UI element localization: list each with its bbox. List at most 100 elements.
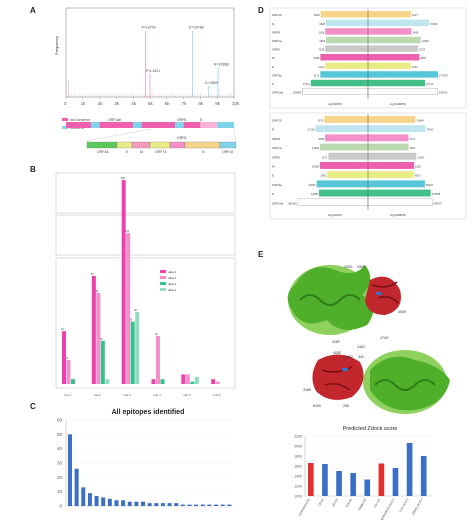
- protein-complex-2: [312, 350, 450, 414]
- bar-left: [320, 143, 368, 151]
- res-label-2: 430S: [357, 265, 366, 269]
- y-tick-label: 1800: [294, 455, 302, 459]
- category-label: Cat 6: [213, 393, 221, 397]
- epitope-bar: [200, 504, 205, 506]
- x-tick-label: 10k: [232, 101, 240, 106]
- right-value: 8010: [415, 174, 421, 178]
- left-value: 1818: [319, 39, 325, 43]
- panel-d-label: D: [258, 6, 264, 15]
- bar-right: [368, 28, 412, 35]
- epitope-bar: [101, 497, 106, 506]
- epitope-bar: [121, 500, 126, 506]
- genome-segment: [133, 122, 142, 128]
- res-label-12: 5190: [313, 404, 321, 408]
- res-label-9: 3462: [345, 355, 353, 359]
- bar-data-2: [156, 336, 160, 384]
- epitope-bar: [220, 504, 225, 506]
- y-tick-label: 1200: [294, 485, 302, 489]
- x-tick-label: 2k: [98, 101, 104, 106]
- right-value: 207608: [432, 192, 441, 196]
- left-value: 27711: [303, 82, 311, 86]
- row-label: ORF7a: [272, 146, 282, 150]
- bar-value: 110: [125, 230, 130, 233]
- bar-left: [302, 88, 369, 96]
- bar-data-2: [126, 233, 131, 384]
- res-label-3: 400E: [398, 310, 407, 314]
- category-label: Cat 4: [154, 393, 162, 397]
- bar-data-1: [211, 379, 216, 384]
- row-label: E: [272, 65, 274, 69]
- epitope-bar: [160, 503, 165, 506]
- y-tick-label: 10: [57, 489, 63, 494]
- right-value: 2821: [410, 146, 416, 150]
- row-label: ORF8: [272, 137, 280, 141]
- bar-right: [367, 88, 438, 96]
- right-value: 2150: [412, 65, 418, 69]
- res-label-1: 329G: [344, 265, 353, 269]
- bar-right: [368, 134, 409, 142]
- res-label-10: 318K: [303, 388, 312, 392]
- zdock-bar: [364, 479, 371, 496]
- panel-a-ylabel: Frequency: [54, 36, 59, 55]
- epitope-bar: [68, 434, 72, 506]
- legend-swatch: [160, 288, 166, 291]
- right-value: 262430: [439, 91, 448, 95]
- right-value: 8125: [415, 165, 421, 169]
- y-tick-label: 30: [57, 461, 63, 466]
- left-value: 4508: [318, 137, 324, 141]
- panel-a-frequency-plot: Frequency P=L9739 D=G9786 P=L1021 R=K2896 G=…: [54, 7, 240, 154]
- y-tick-label: 2000: [294, 445, 302, 449]
- panel-e-label: E: [258, 250, 264, 259]
- left-value: 5073: [318, 119, 324, 123]
- res-label-7: 400E: [333, 351, 342, 355]
- bar-value: 20: [155, 333, 158, 336]
- epitope-bar: [147, 503, 152, 506]
- category-label: Cat 5: [183, 393, 191, 397]
- row-label: ORF7a: [272, 39, 282, 43]
- bar-right: [368, 189, 431, 197]
- epitope-bar: [141, 501, 146, 506]
- bar-value: 45: [91, 273, 94, 276]
- legend-swatch: [160, 276, 166, 279]
- right-value: 285097: [433, 201, 442, 205]
- panel-c-title: All epitopes identified: [112, 409, 185, 416]
- left-value: 2108: [318, 48, 324, 52]
- left-value: 2900: [320, 174, 326, 178]
- epitope-bar: [127, 501, 132, 506]
- left-value: 128989: [293, 91, 302, 95]
- peak-label: G=V859: [205, 81, 218, 85]
- bar-right: [368, 171, 414, 179]
- bar-data-3: [100, 340, 105, 384]
- orf-orf8: ORF8: [177, 136, 186, 140]
- legend-swatch-conserve: [62, 126, 68, 129]
- bar-data-3: [71, 379, 75, 384]
- epitope-bar: [167, 503, 172, 506]
- bar-right: [368, 62, 411, 70]
- orf-segment: [219, 141, 237, 149]
- bar-right: [368, 19, 430, 27]
- bar-value: 30: [134, 309, 137, 312]
- bar-left: [325, 45, 368, 52]
- y-tick-label: 60: [57, 418, 63, 423]
- genome-segment: [141, 122, 176, 128]
- bar-data-4: [194, 376, 199, 384]
- bar-data-1: [181, 374, 186, 384]
- legend-label: data 4: [168, 288, 177, 292]
- zdock-bar: [392, 468, 399, 496]
- y-tick-label: 1400: [294, 475, 302, 479]
- y-tick-label: 1000: [294, 495, 302, 499]
- right-value: 2721: [409, 137, 415, 141]
- bar-left: [324, 116, 368, 123]
- row-label: M: [272, 56, 275, 60]
- bar-left: [324, 134, 368, 142]
- res-label-11: 298: [343, 404, 349, 408]
- row-label: ORF10: [272, 13, 282, 17]
- bar-left: [310, 79, 368, 87]
- bar-data-3: [190, 381, 195, 384]
- bar-left: [326, 19, 368, 27]
- y-tick-label: 50: [57, 432, 63, 437]
- orf-orf3a: ORF3A: [97, 150, 109, 154]
- left-value: 5050: [314, 56, 320, 60]
- right-value: 68297: [426, 183, 434, 187]
- category-label: E4991-SCS-2: [411, 497, 424, 515]
